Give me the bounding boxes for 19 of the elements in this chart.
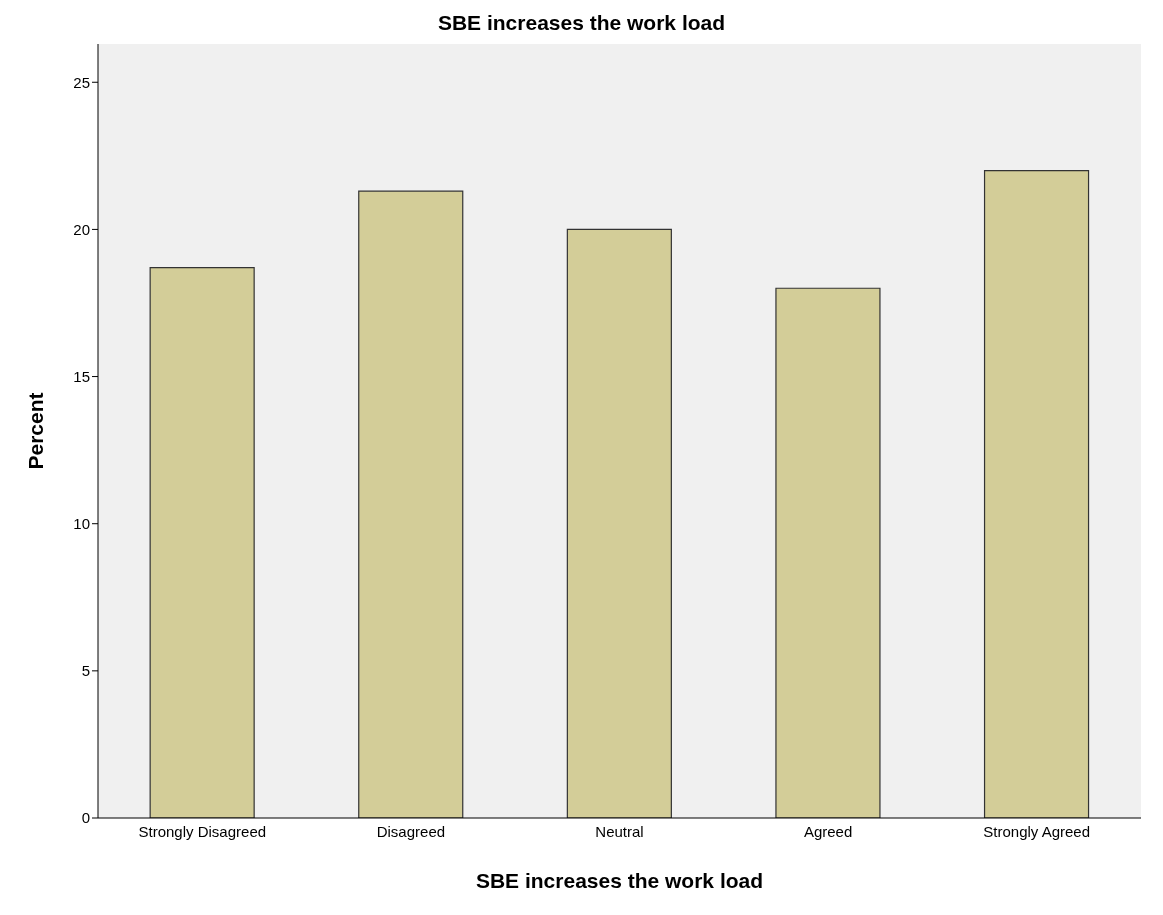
y-tick-label: 15: [73, 367, 90, 385]
y-axis-title: Percent: [24, 392, 48, 470]
x-tick-label: Neutral: [595, 822, 644, 840]
y-tick-label: 10: [73, 515, 90, 533]
bar: [358, 190, 464, 818]
bar: [983, 169, 1090, 818]
y-tick-label: 20: [73, 220, 90, 238]
x-tick-label: Agreed: [803, 822, 853, 840]
bar: [566, 228, 672, 818]
x-tick-label: Strongly Disagreed: [138, 822, 267, 840]
chart-title: SBE increases the work load: [436, 10, 727, 36]
x-tick-label: Strongly Agreed: [983, 822, 1091, 840]
x-tick-label: Disagreed: [376, 822, 446, 840]
y-tick-label: 25: [73, 73, 90, 91]
bar: [149, 267, 255, 818]
x-axis-title: SBE increases the work load: [475, 869, 764, 892]
y-tick-label: 5: [81, 662, 90, 680]
bar: [775, 287, 881, 818]
y-tick-label: 0: [81, 809, 90, 827]
